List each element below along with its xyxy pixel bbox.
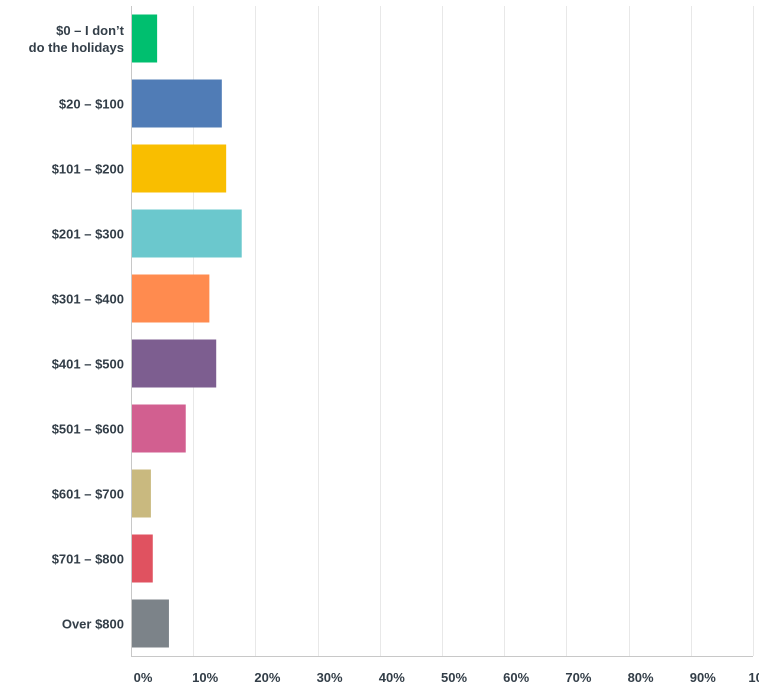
category-labels: $0 – I don’t do the holidays $20 – $100 $10… <box>29 23 125 632</box>
category-label-0: $0 – I don’t do the holidays <box>29 23 125 55</box>
x-tick-label-80: 80% <box>628 670 654 685</box>
bar-8 <box>132 534 153 583</box>
x-tick-label-20: 20% <box>254 670 280 685</box>
x-tick-label-30: 30% <box>317 670 343 685</box>
bars <box>132 14 242 648</box>
category-label-2: $101 – $200 <box>52 162 124 177</box>
grid-lines <box>131 6 754 656</box>
category-label-4: $301 – $400 <box>52 292 124 307</box>
category-label-5: $401 – $500 <box>52 357 124 372</box>
bar-7 <box>132 469 151 518</box>
category-label-9: Over $800 <box>62 617 124 632</box>
x-tick-label-90: 90% <box>690 670 716 685</box>
category-label-6: $501 – $600 <box>52 422 124 437</box>
x-tick-labels: 0% 10% 20% 30% 40% 50% 60% 70% 80% 90% 100% <box>134 670 759 685</box>
category-label-7: $601 – $700 <box>52 487 124 502</box>
bar-3 <box>132 209 242 258</box>
bar-0 <box>132 14 158 63</box>
bar-2 <box>132 144 227 193</box>
category-label-8: $701 – $800 <box>52 552 124 567</box>
bar-4 <box>132 274 210 323</box>
x-tick-label-50: 50% <box>441 670 467 685</box>
category-label-1: $20 – $100 <box>59 97 124 112</box>
x-tick-label-0: 0% <box>134 670 153 685</box>
x-tick-label-70: 70% <box>565 670 591 685</box>
category-label-3: $201 – $300 <box>52 227 124 242</box>
x-tick-label-40: 40% <box>379 670 405 685</box>
bar-6 <box>132 404 186 453</box>
bar-1 <box>132 79 222 128</box>
bar-9 <box>132 599 169 648</box>
x-tick-label-100: 100% <box>748 670 759 685</box>
x-tick-label-60: 60% <box>503 670 529 685</box>
x-tick-label-10: 10% <box>192 670 218 685</box>
bar-5 <box>132 339 217 388</box>
